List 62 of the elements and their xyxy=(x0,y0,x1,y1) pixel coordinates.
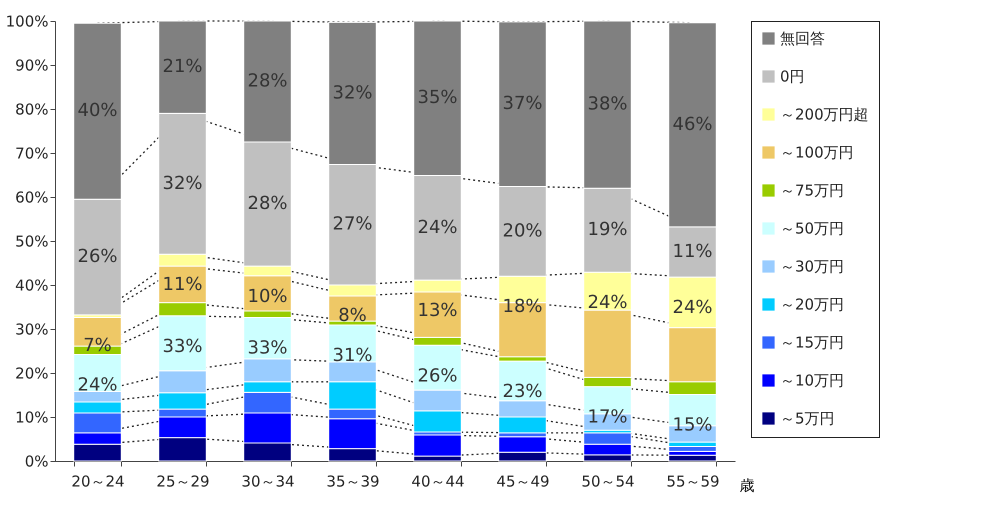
annotation: 24% xyxy=(587,292,628,314)
legend-label: ～200万円超 xyxy=(780,106,869,124)
x-tick-label: 50～54 xyxy=(581,472,635,490)
data-label: 38% xyxy=(587,94,628,115)
annotation: 8% xyxy=(338,305,367,326)
annotation: 33% xyxy=(162,336,203,357)
x-tick-label: 35～39 xyxy=(326,472,380,490)
x-tick-label: 25～29 xyxy=(156,472,210,490)
data-label: 26% xyxy=(77,246,118,268)
y-tick-label: 60% xyxy=(15,188,48,206)
data-label: 19% xyxy=(587,219,628,240)
data-label: 20% xyxy=(502,220,543,242)
data-label: 35% xyxy=(417,87,458,108)
x-tick-label: 45～49 xyxy=(496,472,550,490)
y-tick-label: 90% xyxy=(15,56,48,74)
annotation: 26% xyxy=(417,365,458,386)
annotation: 24% xyxy=(77,374,118,396)
y-tick-label: 0% xyxy=(24,452,48,470)
y-tick-label: 80% xyxy=(15,100,48,118)
data-label: 21% xyxy=(162,56,203,78)
legend-label: ～15万円 xyxy=(780,334,844,352)
data-label: 28% xyxy=(247,70,288,92)
y-tick-label: 50% xyxy=(15,232,48,250)
legend-label: ～75万円 xyxy=(780,182,844,200)
y-tick-label: 10% xyxy=(15,408,48,426)
y-tick-label: 30% xyxy=(15,320,48,338)
annotation: 17% xyxy=(587,406,628,428)
annotation: 13% xyxy=(417,300,458,322)
legend-label: ～100万円 xyxy=(780,144,854,162)
annotation: 10% xyxy=(247,286,288,308)
legend-label: 無回答 xyxy=(780,30,825,48)
annotation: 24% xyxy=(672,297,713,318)
x-tick-label: 55～59 xyxy=(666,472,720,490)
annotation: 31% xyxy=(332,345,373,366)
legend-label: ～20万円 xyxy=(780,296,844,314)
annotation: 33% xyxy=(247,338,288,359)
annotation: 23% xyxy=(502,381,543,402)
x-tick-label: 20～24 xyxy=(71,472,125,490)
data-label: 24% xyxy=(417,216,458,238)
legend-label: ～10万円 xyxy=(780,372,844,390)
x-axis-title: 歳 xyxy=(740,476,754,494)
x-tick-label: 30～34 xyxy=(241,472,295,490)
y-tick-label: 70% xyxy=(15,144,48,162)
data-label: 46% xyxy=(672,114,713,135)
legend-label: ～50万円 xyxy=(780,220,844,238)
data-label: 28% xyxy=(247,193,288,214)
x-tick-label: 40～44 xyxy=(411,472,465,490)
data-label: 32% xyxy=(332,82,373,104)
data-label: 37% xyxy=(502,93,543,114)
data-label: 40% xyxy=(77,100,118,122)
data-label: 27% xyxy=(332,214,373,235)
y-tick-label: 100% xyxy=(6,12,48,30)
legend-label: 0円 xyxy=(780,68,805,86)
data-label: 32% xyxy=(162,172,203,194)
y-tick-label: 20% xyxy=(15,364,48,382)
annotation: 15% xyxy=(672,414,713,436)
data-label: 11% xyxy=(672,241,713,262)
legend-label: ～5万円 xyxy=(780,410,835,428)
legend-label: ～30万円 xyxy=(780,258,844,276)
annotation: 11% xyxy=(162,274,203,296)
y-tick-label: 40% xyxy=(15,276,48,294)
annotation: 18% xyxy=(502,296,543,318)
